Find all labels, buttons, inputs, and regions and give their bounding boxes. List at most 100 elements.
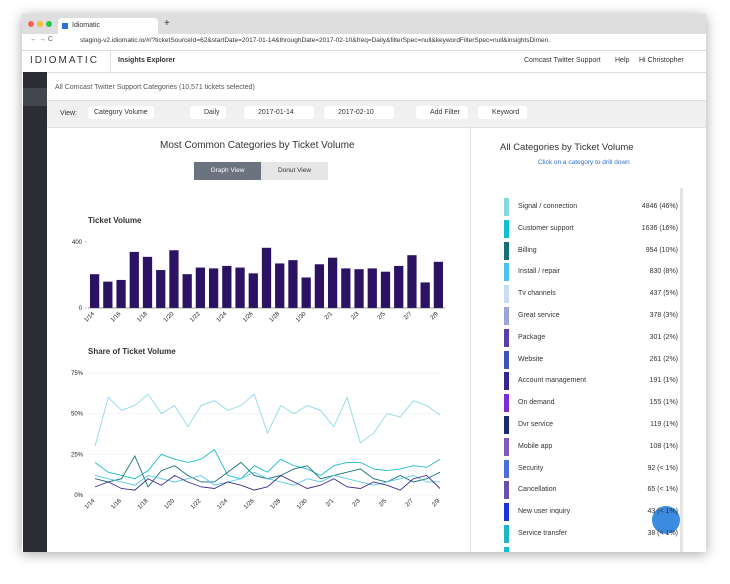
frequency-select[interactable]: Daily bbox=[190, 106, 226, 119]
category-stats: 954 (10%) bbox=[645, 246, 678, 254]
keyword[interactable]: Keyword bbox=[478, 106, 528, 119]
x-tick-label: 2/3 bbox=[350, 311, 361, 322]
new-tab[interactable]: + bbox=[164, 18, 170, 29]
donut-view[interactable]: Donut View bbox=[261, 162, 328, 180]
category-list: Signal / connection 4846 (46%) Customer su… bbox=[470, 186, 680, 552]
category-row[interactable]: Great service 378 (3%) bbox=[504, 307, 680, 325]
category-row[interactable]: Security 92 (< 1%) bbox=[504, 459, 680, 478]
category-stats: 1636 (16%) bbox=[641, 224, 678, 232]
user[interactable]: Hi Christopher bbox=[639, 57, 684, 64]
nav-buttons[interactable]: ← → C bbox=[30, 36, 53, 43]
tab[interactable]: Idiomatic bbox=[58, 18, 158, 34]
bar bbox=[208, 268, 219, 308]
x-tick-label: 1/30 bbox=[295, 311, 308, 324]
category-row[interactable]: Signal / connection 4846 (46%) bbox=[504, 198, 680, 216]
category-stats: 261 (2%) bbox=[649, 355, 678, 363]
bar bbox=[235, 267, 245, 308]
category-stats: 437 (5%) bbox=[649, 290, 678, 298]
x-tick-label: 1/22 bbox=[189, 311, 202, 324]
category-stats: 65 (< 1%) bbox=[647, 486, 678, 494]
category-row[interactable]: New user inquiry 43 (< 1%) bbox=[504, 503, 680, 522]
end-date[interactable]: 2017-02-10 bbox=[324, 106, 394, 119]
x-tick-label: 1/16 bbox=[110, 311, 123, 324]
category-row[interactable]: Website 261 (2%) bbox=[504, 350, 680, 369]
divider bbox=[110, 50, 111, 72]
swatch bbox=[504, 503, 509, 522]
series-line bbox=[94, 471, 440, 486]
category-row[interactable]: Account management 191 (1%) bbox=[504, 372, 680, 391]
category-row[interactable]: Service transfer 38 (< 1%) bbox=[504, 525, 680, 543]
graph-view[interactable]: Graph View bbox=[194, 162, 261, 180]
y-tick-label: 50% bbox=[71, 412, 84, 418]
series-line bbox=[94, 448, 441, 480]
x-tick-label: 1/24 bbox=[217, 498, 230, 511]
bar bbox=[288, 260, 298, 308]
category-row[interactable]: Package 301 (2%) bbox=[504, 328, 680, 347]
panel-title: All Categories by Ticket Volume bbox=[500, 142, 634, 153]
url[interactable]: staging-v2.idiomatic.io/#/?ticketSourceI… bbox=[80, 37, 550, 44]
x-tick-label: 2/7 bbox=[405, 498, 416, 509]
category-row[interactable]: Install / repair 830 (8%) bbox=[504, 263, 680, 282]
bar bbox=[182, 274, 192, 308]
x-tick-label: 1/16 bbox=[110, 498, 123, 511]
close-dot[interactable] bbox=[28, 21, 34, 27]
category-name: Website bbox=[518, 355, 544, 363]
bar bbox=[116, 279, 126, 308]
x-tick-label: 1/18 bbox=[137, 498, 150, 511]
bar bbox=[89, 274, 100, 308]
category-row[interactable]: On demand 155 (1%) bbox=[504, 394, 680, 413]
help[interactable]: Help bbox=[615, 57, 630, 64]
category-name: Service transfer bbox=[518, 530, 568, 537]
add-filter[interactable]: Add Filter bbox=[416, 106, 468, 119]
x-tick-label: 1/28 bbox=[269, 311, 282, 324]
category-row[interactable]: Dvr service 119 (1%) bbox=[504, 416, 680, 434]
bar bbox=[129, 251, 139, 308]
y-tick-label: 400 bbox=[72, 240, 83, 246]
panel-hint[interactable]: Click on a category to drill down bbox=[538, 159, 630, 166]
category-row[interactable]: Billing 954 (10%) bbox=[504, 241, 680, 260]
min-dot[interactable] bbox=[37, 21, 43, 27]
swatch bbox=[504, 285, 509, 304]
category-name: Signal / connection bbox=[518, 203, 578, 210]
x-tick-label: 1/14 bbox=[84, 498, 97, 511]
category-stats: 119 (1%) bbox=[650, 421, 678, 428]
start-date[interactable]: 2017-01-14 bbox=[244, 106, 314, 119]
max-dot[interactable] bbox=[46, 21, 52, 27]
swatch bbox=[504, 437, 509, 456]
section[interactable]: Insights Explorer bbox=[118, 57, 176, 64]
swatch bbox=[504, 198, 509, 216]
x-tick-label: 2/9 bbox=[430, 311, 441, 322]
category-row[interactable]: Feature request42 (< 1%) bbox=[504, 546, 680, 552]
x-tick-label: 1/26 bbox=[243, 498, 256, 511]
x-tick-label: 1/28 bbox=[270, 498, 283, 511]
bar bbox=[380, 271, 391, 308]
series-line bbox=[94, 474, 441, 491]
bar bbox=[341, 268, 351, 308]
category-name: Account management bbox=[518, 377, 587, 385]
x-tick-label: 1/26 bbox=[242, 311, 255, 324]
category-row[interactable]: Tv channels 437 (5%) bbox=[504, 285, 680, 304]
chat-button[interactable] bbox=[652, 506, 680, 534]
swatch bbox=[504, 263, 509, 282]
category-stats: 830 (8%) bbox=[649, 268, 678, 276]
category-name: Cancellation bbox=[518, 486, 557, 494]
bar bbox=[169, 250, 179, 308]
swatch bbox=[504, 459, 509, 478]
bar bbox=[301, 277, 311, 308]
view-select[interactable]: Category Volume bbox=[88, 106, 154, 119]
swatch bbox=[504, 372, 509, 391]
category-row[interactable]: Customer support 1636 (16%) bbox=[504, 219, 680, 238]
category-name: Dvr service bbox=[518, 421, 554, 428]
category-name: Customer support bbox=[518, 224, 574, 232]
main-title: Most Common Categories by Ticket Volume bbox=[160, 140, 355, 151]
logo[interactable]: IDIOMATIC bbox=[30, 55, 99, 66]
scrollbar[interactable] bbox=[680, 188, 683, 552]
category-row[interactable]: Mobile app 108 (1%) bbox=[504, 437, 680, 456]
account[interactable]: Comcast Twitter Support bbox=[524, 57, 601, 64]
x-tick-label: 2/7 bbox=[403, 311, 414, 322]
sidebar-item-active[interactable] bbox=[23, 88, 47, 106]
category-name: Package bbox=[518, 333, 546, 341]
category-row[interactable]: Cancellation 65 (< 1%) bbox=[504, 481, 680, 500]
swatch bbox=[504, 546, 509, 552]
